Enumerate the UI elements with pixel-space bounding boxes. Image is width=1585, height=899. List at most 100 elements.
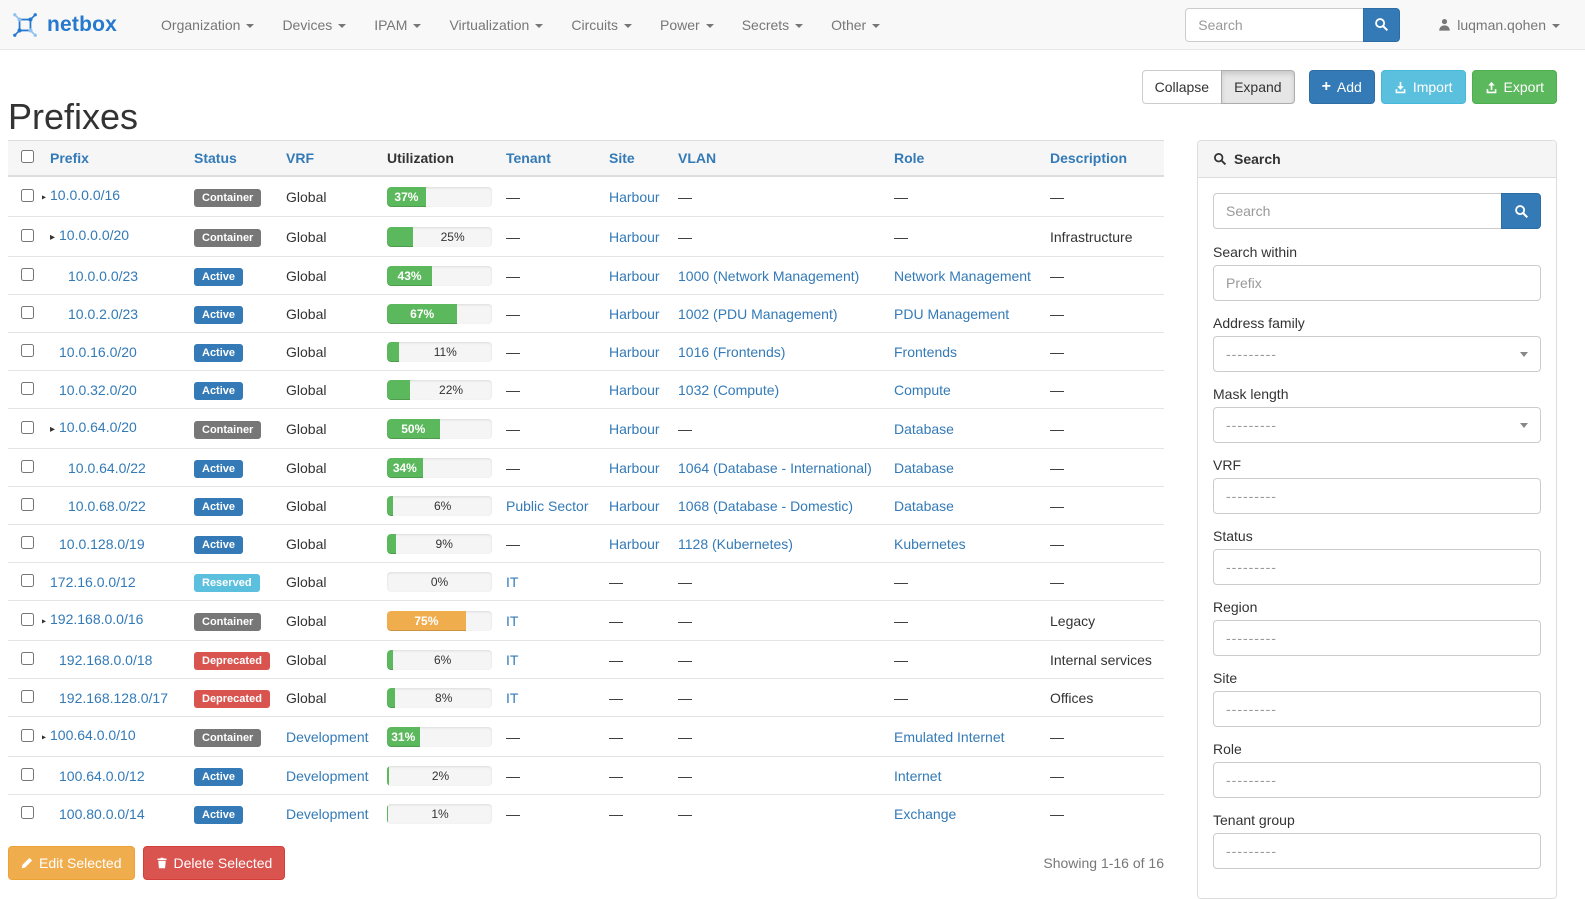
nav-item-secrets[interactable]: Secrets: [728, 0, 817, 50]
edit-selected-button[interactable]: Edit Selected: [8, 846, 135, 880]
select-all-checkbox[interactable]: [21, 150, 34, 163]
vlan-link[interactable]: 1064 (Database - International): [678, 459, 872, 476]
tenant-link[interactable]: IT: [506, 612, 519, 629]
address-family-select[interactable]: ---------: [1213, 336, 1541, 372]
site-link[interactable]: Harbour: [609, 459, 660, 476]
prefix-link[interactable]: 100.64.0.0/12: [59, 767, 145, 784]
row-checkbox[interactable]: [21, 228, 34, 242]
vrf-link[interactable]: Development: [286, 728, 369, 745]
vlan-link[interactable]: 1128 (Kubernetes): [678, 535, 793, 552]
tenant-link[interactable]: Public Sector: [506, 497, 589, 514]
role-link[interactable]: Compute: [894, 381, 951, 398]
row-checkbox[interactable]: [21, 612, 34, 626]
prefix-link[interactable]: 172.16.0.0/12: [50, 573, 136, 590]
export-button[interactable]: Export: [1471, 70, 1557, 104]
row-checkbox[interactable]: [21, 381, 34, 395]
expand-arrow-icon[interactable]: ▸: [50, 232, 56, 243]
navbar-search-button[interactable]: [1363, 7, 1401, 42]
prefix-link[interactable]: 10.0.0.0/20: [59, 227, 130, 243]
vlan-link[interactable]: 1000 (Network Management): [678, 267, 860, 284]
vlan-link[interactable]: 1002 (PDU Management): [678, 305, 838, 322]
column-sort-status[interactable]: Status: [194, 150, 237, 166]
row-checkbox[interactable]: [21, 535, 34, 549]
column-sort-tenant[interactable]: Tenant: [506, 150, 551, 166]
tenant-group-select[interactable]: ---------: [1213, 833, 1541, 869]
role-select[interactable]: ---------: [1213, 762, 1541, 798]
column-sort-vlan[interactable]: VLAN: [678, 150, 717, 166]
prefix-link[interactable]: 10.0.32.0/20: [59, 381, 137, 398]
row-checkbox[interactable]: [21, 305, 34, 319]
site-link[interactable]: Harbour: [609, 535, 660, 552]
row-checkbox[interactable]: [21, 267, 34, 281]
vrf-link[interactable]: Development: [286, 767, 369, 784]
prefix-link[interactable]: 10.0.64.0/22: [68, 459, 146, 476]
role-link[interactable]: Database: [894, 459, 954, 476]
mask-length-select[interactable]: ---------: [1213, 407, 1541, 443]
prefix-link[interactable]: 10.0.128.0/19: [59, 535, 145, 552]
vrf-select[interactable]: ---------: [1213, 478, 1541, 514]
prefix-link[interactable]: 10.0.68.0/22: [68, 497, 146, 514]
role-link[interactable]: Exchange: [894, 805, 957, 822]
expand-arrow-icon[interactable]: ▸: [42, 728, 50, 748]
vlan-link[interactable]: 1068 (Database - Domestic): [678, 497, 854, 514]
row-checkbox[interactable]: [21, 420, 34, 434]
column-sort-description[interactable]: Description: [1050, 150, 1128, 166]
row-checkbox[interactable]: [21, 805, 34, 819]
site-link[interactable]: Harbour: [609, 420, 660, 437]
vlan-link[interactable]: 1016 (Frontends): [678, 343, 786, 360]
nav-item-virtualization[interactable]: Virtualization: [435, 0, 557, 50]
prefix-link[interactable]: 10.0.64.0/20: [59, 419, 137, 435]
tenant-link[interactable]: IT: [506, 689, 519, 706]
navbar-search-input[interactable]: [1185, 7, 1364, 42]
delete-selected-button[interactable]: Delete Selected: [142, 846, 286, 880]
column-sort-site[interactable]: Site: [609, 150, 635, 166]
prefix-link[interactable]: 10.0.16.0/20: [59, 343, 137, 360]
role-link[interactable]: Frontends: [894, 343, 958, 360]
site-link[interactable]: Harbour: [609, 188, 660, 205]
expand-arrow-icon[interactable]: ▸: [42, 188, 50, 208]
expand-arrow-icon[interactable]: ▸: [50, 424, 56, 435]
prefix-link[interactable]: 192.168.0.0/16: [50, 611, 144, 627]
prefix-link[interactable]: 10.0.2.0/23: [68, 305, 139, 322]
prefix-link[interactable]: 100.80.0.0/14: [59, 805, 145, 822]
import-button[interactable]: Import: [1380, 70, 1466, 104]
role-link[interactable]: Network Management: [894, 267, 1031, 284]
row-checkbox[interactable]: [21, 497, 34, 511]
row-checkbox[interactable]: [21, 689, 34, 703]
collapse-button[interactable]: Collapse: [1141, 70, 1223, 104]
prefix-link[interactable]: 10.0.0.0/23: [68, 267, 139, 284]
site-link[interactable]: Harbour: [609, 267, 660, 284]
site-select[interactable]: ---------: [1213, 691, 1541, 727]
row-checkbox[interactable]: [21, 343, 34, 357]
nav-item-power[interactable]: Power: [646, 0, 728, 50]
nav-item-other[interactable]: Other: [817, 0, 894, 50]
vlan-link[interactable]: 1032 (Compute): [678, 381, 780, 398]
sidebar-search-input[interactable]: [1213, 193, 1501, 229]
status-select[interactable]: ---------: [1213, 549, 1541, 585]
expand-button[interactable]: Expand: [1221, 70, 1295, 104]
role-link[interactable]: PDU Management: [894, 305, 1010, 322]
tenant-link[interactable]: IT: [506, 573, 519, 590]
prefix-link[interactable]: 100.64.0.0/10: [50, 727, 136, 743]
row-checkbox[interactable]: [21, 188, 34, 202]
prefix-link[interactable]: 10.0.0.0/16: [50, 187, 121, 203]
row-checkbox[interactable]: [21, 728, 34, 742]
region-select[interactable]: ---------: [1213, 620, 1541, 656]
tenant-link[interactable]: IT: [506, 651, 519, 668]
netbox-brand[interactable]: netbox: [10, 10, 117, 40]
site-link[interactable]: Harbour: [609, 305, 660, 322]
search-within-input[interactable]: [1213, 265, 1541, 301]
user-menu[interactable]: luqman.qohen: [1438, 17, 1560, 33]
nav-item-organization[interactable]: Organization: [147, 0, 268, 50]
role-link[interactable]: Database: [894, 420, 954, 437]
row-checkbox[interactable]: [21, 767, 34, 781]
add-button[interactable]: + Add: [1308, 70, 1375, 104]
sidebar-search-button[interactable]: [1501, 193, 1541, 229]
role-link[interactable]: Database: [894, 497, 954, 514]
site-link[interactable]: Harbour: [609, 228, 660, 245]
prefix-link[interactable]: 192.168.128.0/17: [59, 689, 168, 706]
nav-item-devices[interactable]: Devices: [268, 0, 360, 50]
column-sort-prefix[interactable]: Prefix: [50, 150, 89, 166]
column-sort-vrf[interactable]: VRF: [286, 150, 314, 166]
role-link[interactable]: Emulated Internet: [894, 728, 1005, 745]
